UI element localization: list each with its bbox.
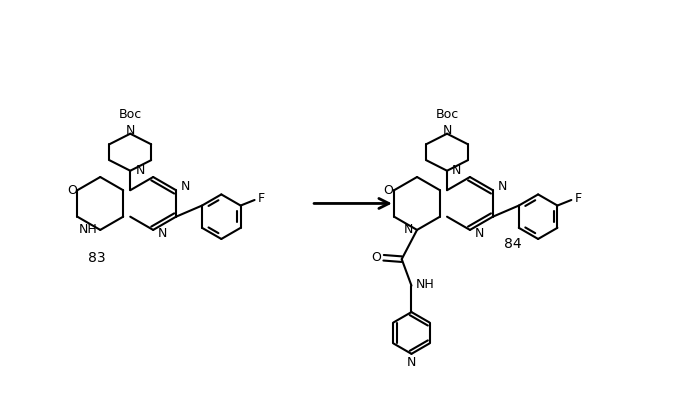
Text: N: N [404, 223, 413, 237]
Text: N: N [126, 125, 135, 138]
Text: O: O [67, 184, 77, 197]
Text: N: N [407, 356, 416, 369]
Text: NH: NH [416, 278, 435, 291]
Text: O: O [384, 184, 394, 197]
Text: NH: NH [78, 223, 97, 237]
Text: N: N [475, 227, 484, 240]
Text: 84: 84 [504, 237, 522, 251]
Text: F: F [258, 192, 265, 205]
Text: N: N [158, 227, 168, 240]
Text: N: N [136, 164, 145, 177]
Text: O: O [371, 251, 381, 264]
Text: N: N [452, 164, 461, 177]
Text: N: N [498, 180, 507, 193]
Text: N: N [442, 125, 452, 138]
Text: Boc: Boc [119, 108, 142, 121]
Text: 83: 83 [88, 251, 106, 265]
Text: Boc: Boc [435, 108, 459, 121]
Text: F: F [575, 192, 582, 205]
Text: N: N [181, 180, 191, 193]
